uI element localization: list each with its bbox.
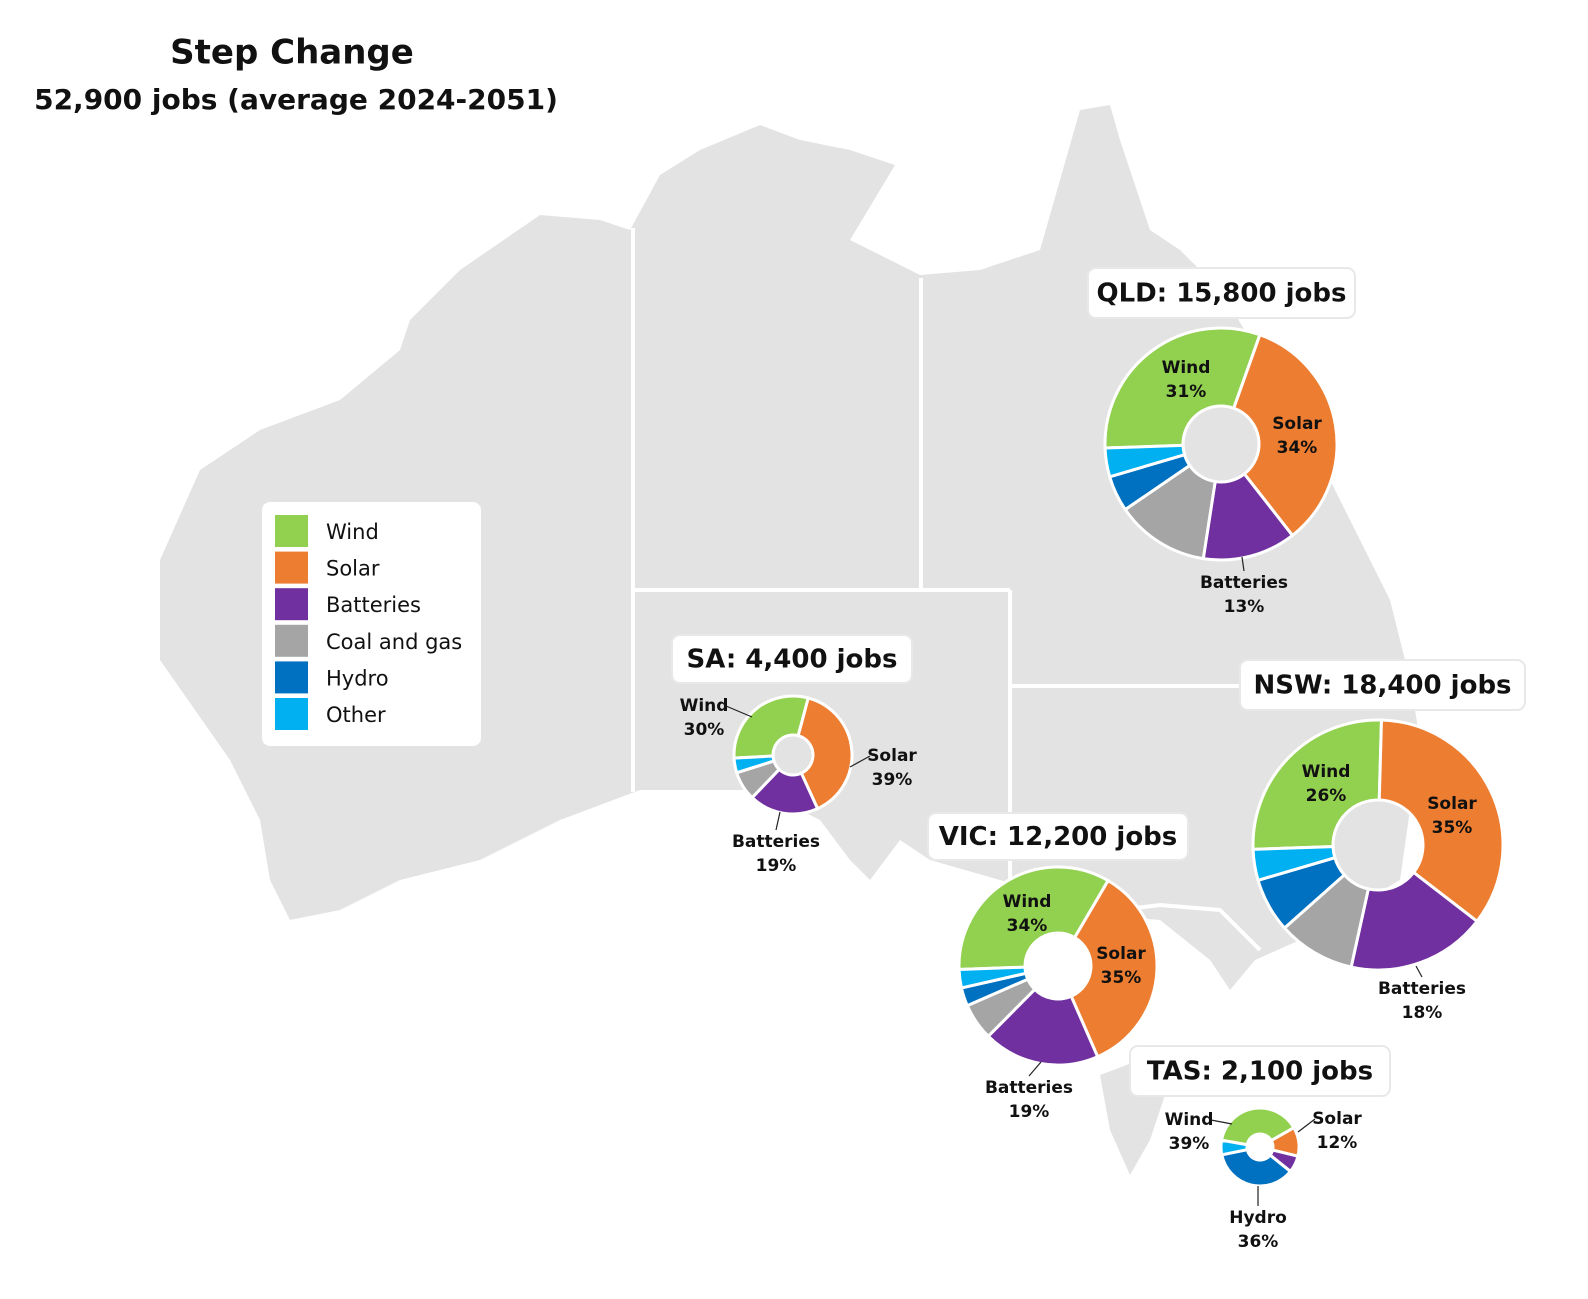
segment-value: 39% <box>1169 1134 1210 1154</box>
donut-segment <box>1069 878 1159 1059</box>
leader-line <box>725 705 753 718</box>
title-box <box>671 634 913 684</box>
segment-name: Solar <box>867 746 917 766</box>
chart-title: QLD: 15,800 jobs <box>1097 279 1347 309</box>
segment-value: 18% <box>1402 1003 1443 1023</box>
subtitle: 52,900 jobs (average 2024-2051) <box>34 83 558 116</box>
segment-value: 35% <box>1101 968 1142 988</box>
leader-line <box>1297 1118 1316 1133</box>
legend-label: Wind <box>326 520 379 544</box>
leader-line <box>849 755 871 768</box>
segment-name: Batteries <box>732 832 820 852</box>
segment-name: Solar <box>1096 944 1146 964</box>
donut-segment <box>796 696 854 811</box>
chart-title: TAS: 2,100 jobs <box>1147 1057 1373 1087</box>
segment-name: Batteries <box>1200 573 1288 593</box>
segment-name: Solar <box>1272 414 1322 434</box>
leader-line <box>775 811 781 831</box>
legend-swatch <box>275 698 308 730</box>
donut-segment <box>957 865 1111 972</box>
segment-name: Wind <box>1302 762 1351 782</box>
chart-title: VIC: 12,200 jobs <box>939 822 1178 852</box>
segment-name: Hydro <box>1229 1208 1287 1228</box>
leader-line <box>1210 1119 1233 1125</box>
legend-label: Solar <box>326 557 380 581</box>
donut-segment <box>1219 1138 1250 1157</box>
legend-label: Other <box>326 703 386 727</box>
leader-line <box>1241 556 1245 572</box>
legend-swatch <box>275 624 308 657</box>
leader-line <box>1028 1061 1042 1077</box>
segment-name: Wind <box>1003 892 1052 912</box>
mainland <box>160 105 1420 990</box>
segment-name: Solar <box>1312 1109 1362 1129</box>
donut-segment <box>1219 1106 1296 1147</box>
donut-segment <box>1377 718 1505 924</box>
donut-segment <box>1349 870 1480 972</box>
australia <box>160 105 1420 1175</box>
leader-line <box>1415 965 1423 978</box>
donut-segment <box>986 987 1100 1067</box>
title-box <box>927 812 1189 861</box>
segment-value: 36% <box>1238 1232 1279 1252</box>
state-borders <box>631 228 1262 952</box>
donut-segment <box>1103 443 1187 479</box>
donut-segment <box>732 754 776 775</box>
segment-value: 39% <box>872 770 913 790</box>
segment-value: 34% <box>1007 916 1048 936</box>
legend-swatch <box>275 661 308 694</box>
segment-value: 19% <box>756 856 797 876</box>
segment-name: Wind <box>680 696 729 716</box>
segment-name: Batteries <box>1378 979 1466 999</box>
segment-value: 13% <box>1224 597 1265 617</box>
segment-name: Solar <box>1427 794 1477 814</box>
legend-label: Batteries <box>326 593 421 617</box>
legend-label: Hydro <box>326 666 389 690</box>
donut-segment <box>1103 326 1262 450</box>
segment-name: Wind <box>1165 1110 1214 1130</box>
donut-segment <box>1231 332 1339 538</box>
donut-segment <box>732 694 811 760</box>
title: Step Change <box>170 33 414 73</box>
title-box <box>1239 659 1526 711</box>
segment-value: 26% <box>1306 786 1347 806</box>
chart-title: SA: 4,400 jobs <box>687 645 898 675</box>
segment-value: 35% <box>1432 818 1473 838</box>
legend-swatch <box>275 551 308 584</box>
legend-swatch <box>275 515 308 547</box>
segment-value: 31% <box>1166 382 1207 402</box>
title-box <box>1087 267 1356 319</box>
legend-box <box>262 502 481 746</box>
donut-segment <box>1251 718 1384 851</box>
segment-value: 12% <box>1317 1133 1358 1153</box>
title-box <box>1129 1045 1391 1097</box>
donut-segment <box>1220 1147 1293 1188</box>
segment-name: Wind <box>1162 358 1211 378</box>
legend-label: Coal and gas <box>326 630 462 654</box>
chart-title: NSW: 18,400 jobs <box>1253 671 1511 701</box>
segment-value: 19% <box>1009 1102 1050 1122</box>
donut-segment <box>1251 845 1337 883</box>
segment-value: 34% <box>1277 438 1318 458</box>
segment-value: 30% <box>684 720 725 740</box>
legend-swatch <box>275 588 308 621</box>
segment-name: Batteries <box>985 1078 1073 1098</box>
donut-segment <box>957 965 1028 990</box>
